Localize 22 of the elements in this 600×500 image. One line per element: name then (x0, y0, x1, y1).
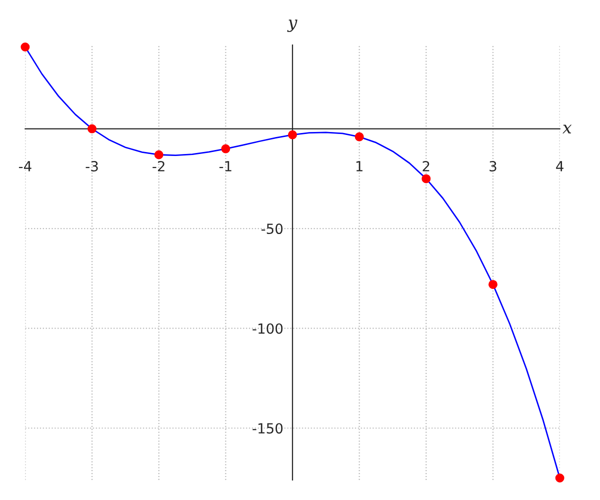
point (288, 130, 297, 140)
point (422, 174, 431, 184)
point (20, 42, 30, 52)
point (88, 124, 97, 134)
point (555, 474, 564, 483)
x-tick-label: -3 (86, 160, 98, 172)
x-tick-label: -2 (152, 160, 164, 172)
y-tick-label: -100 (252, 323, 283, 334)
x-tick-label: -4 (18, 161, 32, 172)
x-tick-label: 4 (556, 161, 564, 172)
point (488, 280, 498, 289)
x-tick-label: 1 (356, 161, 362, 172)
point (154, 150, 164, 160)
x-tick-label: 3 (490, 160, 496, 172)
y-tick-label: -50 (261, 224, 283, 234)
point (221, 144, 230, 154)
y-tick-label: -150 (252, 423, 283, 434)
y-axis-title: y (287, 20, 298, 32)
x-tick-label: -1 (219, 161, 232, 172)
x-axis-title: x (562, 124, 572, 134)
x-tick-label: 2 (422, 160, 430, 172)
point (354, 132, 364, 142)
